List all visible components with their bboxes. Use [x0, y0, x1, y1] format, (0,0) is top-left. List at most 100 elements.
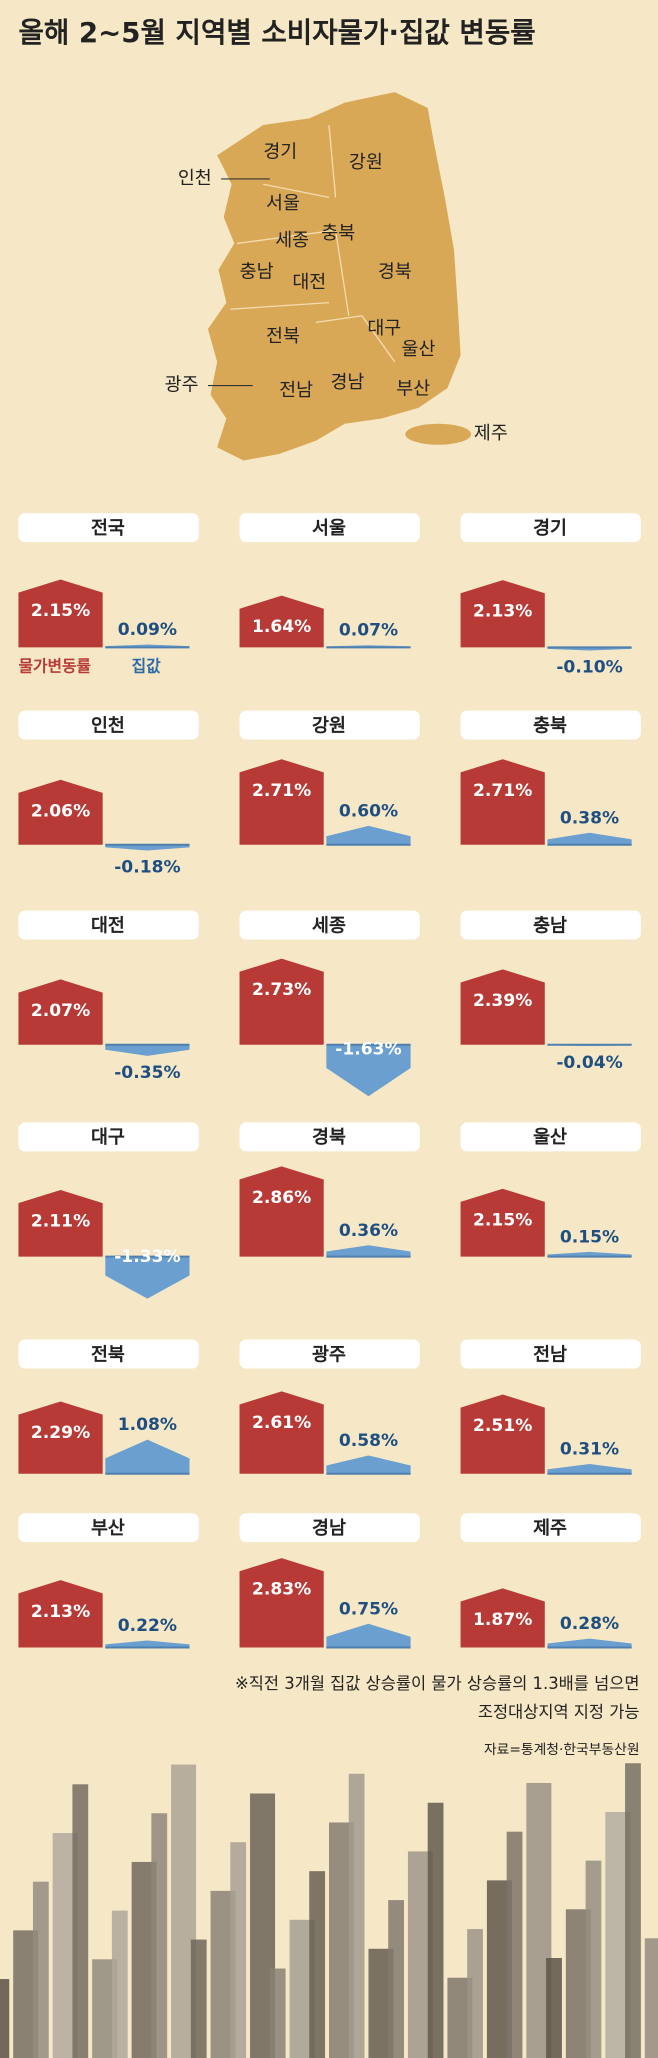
note: ※직전 3개월 집값 상승률이 물가 상승률의 1.3배를 넘으면 — [235, 1674, 640, 1693]
price-bar — [460, 1394, 545, 1474]
price-bar — [239, 958, 324, 1045]
price-label: 2.61% — [252, 1413, 311, 1433]
house-bar — [105, 1640, 190, 1648]
price-bar — [18, 979, 103, 1045]
house-bar — [547, 832, 632, 845]
house-label: 0.75% — [339, 1599, 398, 1619]
price-bar — [460, 580, 545, 648]
panel-title: 울산 — [533, 1127, 567, 1148]
house-bar — [547, 1463, 632, 1474]
source: 자료=통계청·한국부동산원 — [484, 1742, 640, 1758]
panel-title-box — [239, 710, 420, 740]
house-label: 0.15% — [560, 1227, 619, 1247]
legend-entry: 집값 — [132, 657, 162, 676]
panel-title: 광주 — [312, 1344, 346, 1365]
house-label: -0.04% — [556, 1053, 622, 1073]
panel-title-box — [239, 1122, 420, 1152]
price-bar — [460, 759, 545, 845]
price-bar — [18, 1190, 103, 1257]
map-label: 서울 — [266, 193, 300, 214]
price-label: 2.13% — [473, 602, 532, 622]
map-jeju — [405, 423, 472, 445]
panel-title: 대구 — [91, 1127, 125, 1148]
house-bar — [326, 1044, 411, 1097]
map-label: 경기 — [263, 142, 297, 163]
house-label: -0.18% — [114, 858, 180, 878]
map-label: 대전 — [292, 272, 326, 293]
house-bar — [105, 844, 190, 851]
panel-title-box — [18, 1513, 199, 1543]
house-bar — [547, 1251, 632, 1257]
panel-title-box — [460, 1122, 641, 1152]
map-label: 인천 — [178, 168, 212, 189]
price-bar — [18, 1401, 103, 1474]
price-bar — [239, 759, 324, 845]
house-label: 0.38% — [560, 808, 619, 828]
panel-title-box — [239, 1513, 420, 1543]
house-label: 0.58% — [339, 1431, 398, 1451]
price-label: 2.86% — [252, 1188, 311, 1208]
house-bar — [326, 1245, 411, 1257]
panel-title-box — [460, 1513, 641, 1543]
skyline-building — [72, 1784, 89, 2058]
skyline-building — [625, 1763, 641, 2058]
map-label: 강원 — [349, 152, 383, 173]
map-label: 세종 — [275, 230, 309, 251]
house-label: 0.31% — [560, 1439, 619, 1459]
panel-title: 강원 — [312, 715, 346, 736]
map — [207, 92, 472, 461]
panel-title: 전국 — [91, 518, 125, 539]
skyline-building — [32, 1881, 49, 2058]
price-label: 2.83% — [252, 1580, 311, 1600]
panel-title-box — [460, 513, 641, 543]
panel-title-box — [239, 910, 420, 940]
price-label: 2.15% — [31, 601, 90, 621]
panel-title-box — [18, 1122, 199, 1152]
map-borders — [230, 124, 396, 363]
house-bar — [326, 825, 411, 845]
map-label: 대구 — [367, 318, 401, 339]
map-label: 충북 — [321, 223, 355, 244]
panel-title-box — [18, 513, 199, 543]
price-label: 2.71% — [252, 781, 311, 801]
house-label: -1.63% — [335, 1040, 401, 1060]
panel-title: 경기 — [533, 518, 567, 539]
map-label: 제주 — [474, 423, 508, 444]
map-label: 부산 — [396, 378, 430, 399]
price-bar — [460, 969, 545, 1045]
house-label: -1.33% — [114, 1247, 180, 1267]
house-bar — [105, 1044, 190, 1056]
house-label: 1.08% — [118, 1415, 177, 1435]
house-label: -0.10% — [556, 658, 622, 678]
skyline-building — [111, 1910, 128, 2058]
panel-title-box — [239, 1339, 420, 1369]
skyline-building — [506, 1831, 523, 2058]
panel-title-box — [239, 513, 420, 543]
map-label: 경남 — [330, 372, 364, 393]
price-label: 2.29% — [31, 1423, 90, 1443]
house-bar — [326, 1623, 411, 1648]
price-bar — [460, 1188, 545, 1257]
panel-title-box — [460, 910, 641, 940]
price-bar — [18, 579, 103, 648]
price-label: 2.71% — [473, 781, 532, 801]
panel-title-box — [18, 910, 199, 940]
skyline-building — [644, 1938, 658, 2058]
skyline-building — [230, 1842, 247, 2058]
panel-title-box — [460, 1339, 641, 1369]
panel-title: 인천 — [91, 715, 125, 736]
map-label: 울산 — [402, 339, 436, 360]
chart-title: 올해 2~5월 지역별 소비자물가·집값 변동률 — [18, 16, 535, 49]
house-bar — [105, 1439, 190, 1474]
panel-title: 충남 — [533, 915, 567, 936]
house-label: 0.07% — [339, 621, 398, 641]
price-label: 2.07% — [31, 1001, 90, 1021]
skyline-building — [388, 1900, 405, 2058]
skyline-building — [309, 1871, 326, 2058]
house-label: 0.28% — [560, 1614, 619, 1634]
house-bar — [326, 1455, 411, 1474]
map-mainland — [207, 92, 461, 461]
house-label: 0.60% — [339, 801, 398, 821]
panel-title: 전북 — [91, 1344, 125, 1365]
